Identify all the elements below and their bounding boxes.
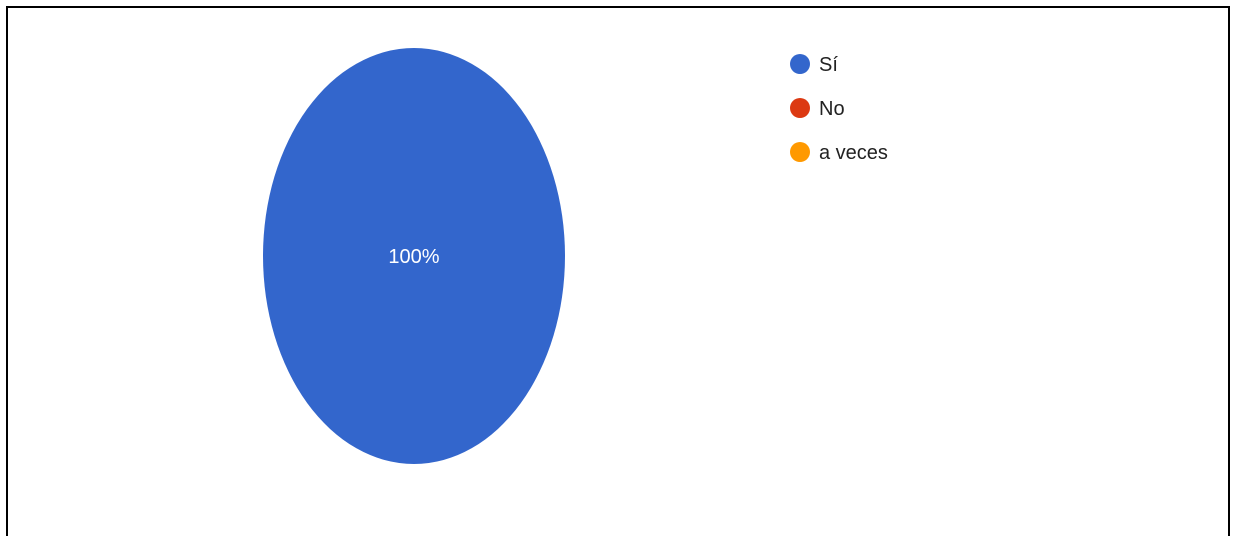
legend: Sí No a veces [790,54,888,164]
slice-labels: 100% [388,246,439,268]
legend-label-si: Sí [819,54,838,76]
legend-label-no: No [819,98,845,120]
pie-slices [263,48,565,464]
legend-swatch-a-veces [790,142,810,162]
legend-swatch-si [790,54,810,74]
slice-label-si: 100% [388,246,439,268]
legend-swatch-no [790,98,810,118]
chart-frame [6,6,1230,536]
legend-label-a-veces: a veces [819,142,888,164]
pie-slice-si [263,48,565,464]
